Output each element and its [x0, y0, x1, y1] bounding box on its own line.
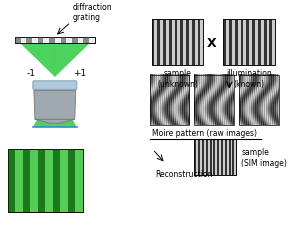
- Bar: [239, 76, 279, 125]
- Bar: [194, 139, 236, 175]
- Bar: [8, 149, 16, 212]
- FancyBboxPatch shape: [33, 82, 77, 90]
- Bar: [175, 20, 178, 66]
- Bar: [210, 139, 212, 175]
- Bar: [152, 20, 203, 66]
- Bar: [49, 37, 55, 44]
- Bar: [202, 139, 204, 175]
- Bar: [192, 20, 195, 66]
- Text: +1: +1: [73, 68, 86, 77]
- Bar: [157, 20, 160, 66]
- Text: -1: -1: [27, 68, 36, 77]
- Text: illumination
(known): illumination (known): [226, 69, 272, 88]
- Bar: [72, 37, 78, 44]
- Bar: [198, 20, 200, 66]
- Bar: [217, 139, 219, 175]
- Bar: [258, 20, 261, 66]
- Bar: [15, 37, 95, 44]
- Bar: [246, 20, 249, 66]
- Bar: [241, 20, 244, 66]
- Bar: [223, 20, 275, 66]
- Bar: [38, 149, 45, 212]
- Bar: [194, 139, 236, 175]
- Bar: [186, 20, 189, 66]
- Bar: [38, 37, 43, 44]
- Bar: [61, 37, 66, 44]
- Bar: [264, 20, 266, 66]
- Bar: [169, 20, 172, 66]
- Text: Reconstruction: Reconstruction: [155, 170, 213, 179]
- Bar: [229, 20, 232, 66]
- Bar: [198, 139, 200, 175]
- Bar: [26, 37, 32, 44]
- Polygon shape: [55, 89, 77, 128]
- Bar: [206, 139, 208, 175]
- Polygon shape: [20, 44, 55, 78]
- Polygon shape: [33, 89, 55, 128]
- Bar: [15, 37, 21, 44]
- Bar: [180, 20, 183, 66]
- Bar: [23, 149, 30, 212]
- Text: diffraction
grating: diffraction grating: [72, 3, 112, 22]
- Bar: [149, 76, 189, 125]
- Bar: [15, 37, 95, 44]
- Bar: [163, 20, 166, 66]
- Text: sample
(unknown): sample (unknown): [157, 69, 198, 88]
- Text: sample
(SIM image): sample (SIM image): [241, 148, 287, 167]
- Bar: [152, 20, 203, 66]
- Bar: [229, 139, 231, 175]
- Bar: [232, 139, 234, 175]
- Bar: [83, 37, 89, 44]
- Polygon shape: [34, 91, 76, 120]
- Bar: [235, 20, 238, 66]
- Text: Moire pattern (raw images): Moire pattern (raw images): [152, 128, 257, 137]
- Bar: [53, 149, 60, 212]
- Bar: [68, 149, 75, 212]
- Polygon shape: [55, 44, 90, 78]
- Bar: [225, 139, 227, 175]
- Text: X: X: [206, 37, 216, 50]
- Bar: [269, 20, 272, 66]
- Bar: [194, 139, 196, 175]
- Bar: [223, 20, 226, 66]
- Polygon shape: [35, 120, 75, 124]
- Bar: [221, 139, 223, 175]
- Bar: [8, 149, 83, 212]
- Bar: [252, 20, 255, 66]
- Bar: [213, 139, 215, 175]
- Bar: [194, 76, 234, 125]
- Bar: [152, 20, 154, 66]
- Bar: [8, 149, 83, 212]
- Bar: [223, 20, 275, 66]
